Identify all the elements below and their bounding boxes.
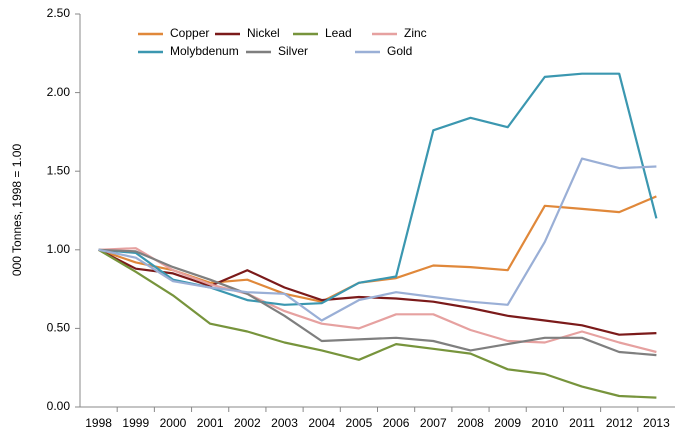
legend-label: Lead: [325, 26, 352, 40]
x-tick-label: 2003: [271, 416, 298, 430]
series-line: [98, 157, 657, 322]
legend-label: Copper: [170, 26, 209, 40]
y-tick-label: 2.50: [47, 6, 71, 20]
x-tick-label: 2005: [346, 416, 373, 430]
legend-label: Nickel: [247, 26, 280, 40]
series-line: [98, 248, 657, 336]
legend-label: Silver: [278, 44, 308, 58]
y-axis-label: 000 Tonnes, 1998 = 1.00: [10, 144, 24, 277]
legend-label: Zinc: [404, 26, 427, 40]
legend-label: Molybdenum: [170, 44, 239, 58]
x-tick-label: 2004: [308, 416, 335, 430]
x-tick-label: 2012: [606, 416, 633, 430]
series-line: [98, 247, 657, 354]
x-tick-label: 2000: [160, 416, 187, 430]
x-tick-label: 2010: [531, 416, 558, 430]
x-tick-label: 2001: [197, 416, 224, 430]
series-line: [98, 195, 657, 303]
y-tick-label: 1.00: [47, 242, 71, 256]
y-tick-label: 1.50: [47, 163, 71, 177]
legend-label: Gold: [387, 44, 412, 58]
x-tick-label: 2009: [494, 416, 521, 430]
x-tick-label: 2008: [457, 416, 484, 430]
x-tick-label: 1998: [85, 416, 112, 430]
x-tick-label: 1999: [122, 416, 149, 430]
y-tick-label: 0.00: [47, 399, 71, 413]
x-tick-label: 2013: [643, 416, 670, 430]
series-line: [98, 248, 657, 357]
y-tick-label: 0.50: [47, 321, 71, 335]
series-line: [98, 248, 657, 399]
x-tick-label: 2006: [383, 416, 410, 430]
y-tick-label: 2.00: [47, 85, 71, 99]
x-tick-label: 2011: [569, 416, 595, 430]
x-tick-label: 2002: [234, 416, 261, 430]
x-tick-label: 2007: [420, 416, 447, 430]
